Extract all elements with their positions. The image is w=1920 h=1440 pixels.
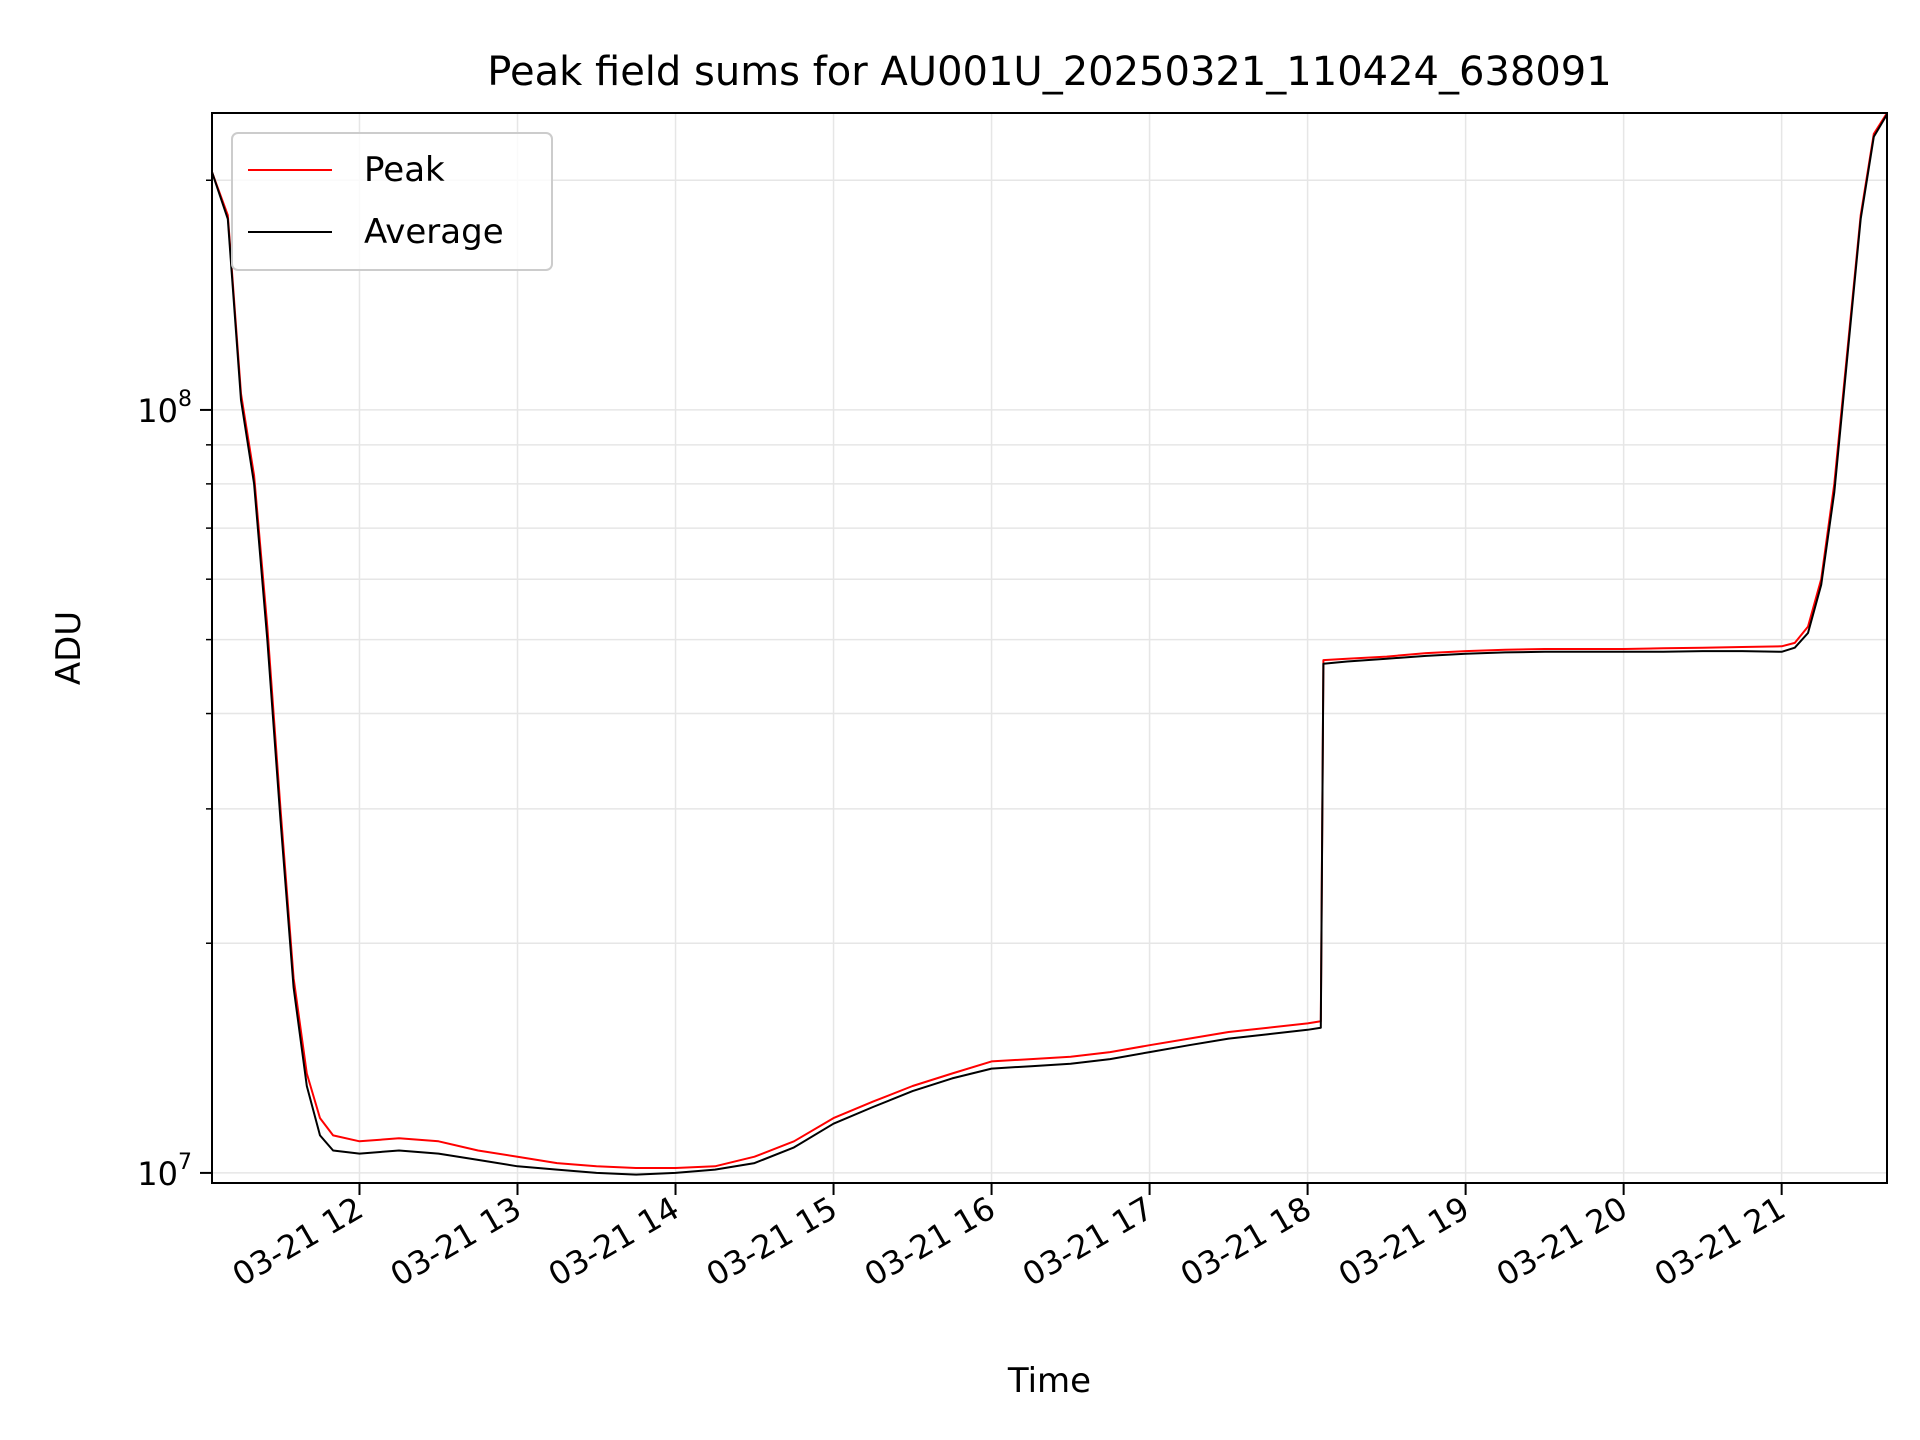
legend-box [231, 132, 553, 271]
series-line-peak [211, 112, 1888, 1169]
series-layer [211, 112, 1888, 1176]
y-tick-label-exponent: 7 [178, 1150, 192, 1175]
y-tick-label-base: 10 [137, 392, 178, 430]
legend-label-peak: Peak [364, 150, 445, 190]
y-tick-label-base: 10 [137, 1155, 178, 1193]
plot-frame [211, 112, 1888, 1184]
y-tick-label: 107 [137, 1150, 192, 1193]
legend-label-average: Average [364, 212, 504, 252]
y-tick-label-exponent: 8 [178, 387, 192, 412]
y-axis-label: ADU [49, 611, 89, 685]
legend: Peak Average [231, 132, 553, 271]
grid [212, 113, 1887, 1183]
y-tick-label: 108 [137, 387, 192, 430]
chart-title: Peak field sums for AU001U_20250321_1104… [487, 49, 1611, 95]
x-axis-label: Time [1007, 1361, 1091, 1401]
series-line-average [211, 113, 1888, 1176]
